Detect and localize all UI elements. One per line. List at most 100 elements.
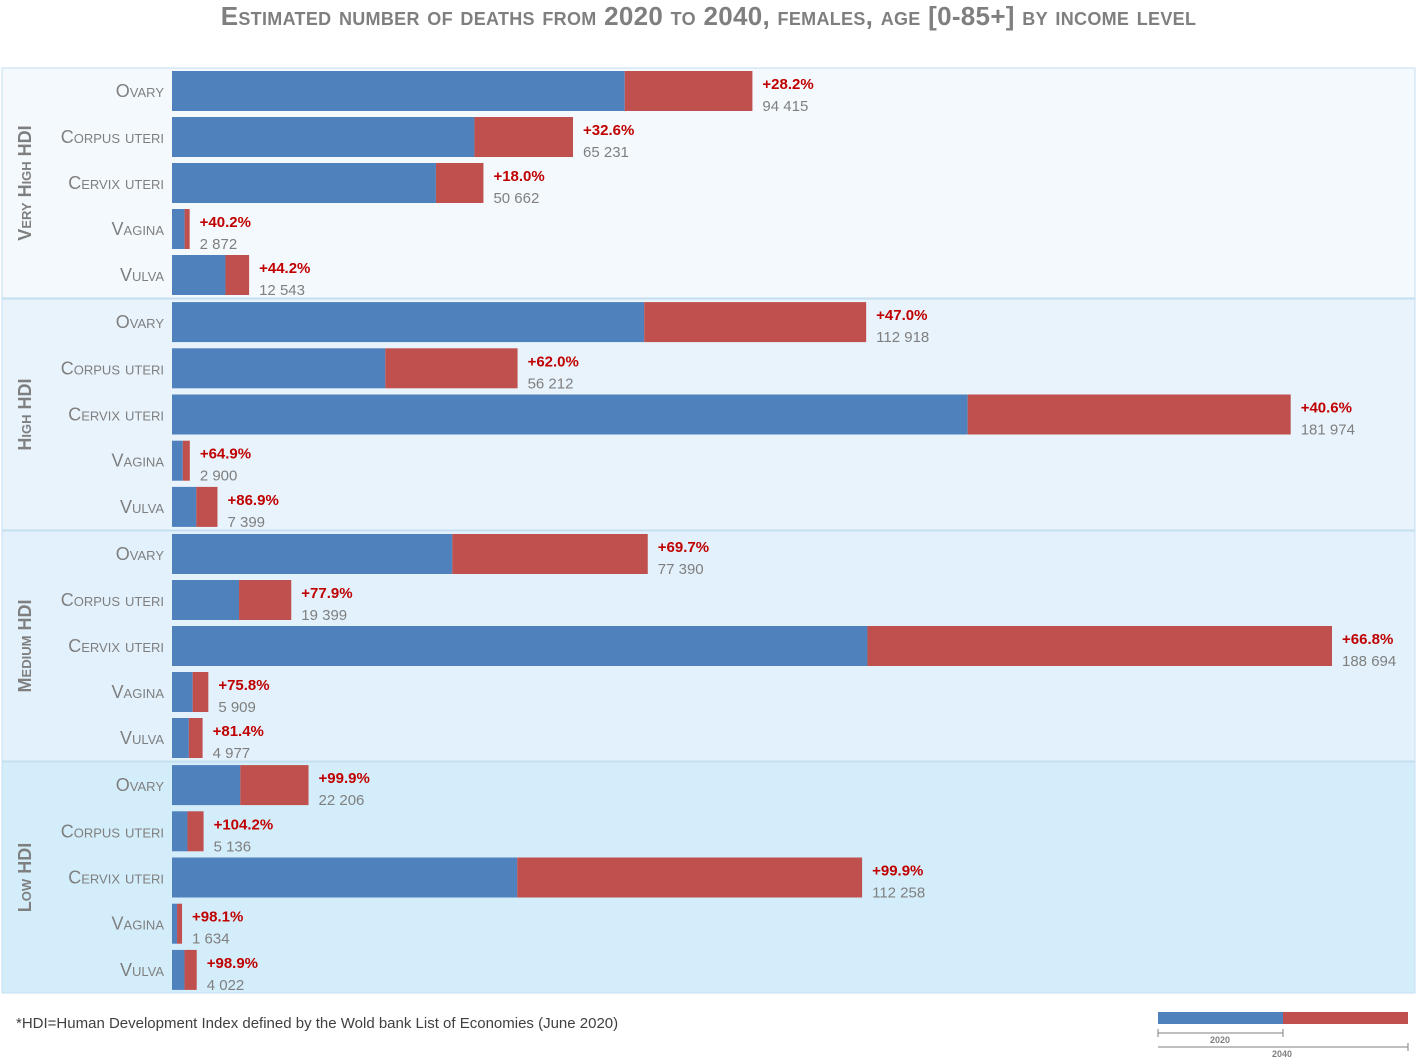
pct-change-label: +99.9%: [319, 770, 370, 787]
value-label: 94 415: [762, 98, 808, 115]
category-label: Ovary: [116, 775, 165, 795]
pct-change-label: +98.9%: [207, 955, 258, 972]
category-label: Corpus uteri: [61, 590, 164, 610]
value-label: 7 399: [227, 514, 265, 531]
value-label: 77 390: [658, 561, 704, 578]
bar-increase: [196, 486, 218, 527]
value-label: 65 231: [583, 144, 629, 161]
category-label: Ovary: [116, 81, 165, 101]
category-label: Vulva: [120, 960, 164, 980]
bar-increase: [435, 163, 484, 203]
pct-change-label: +32.6%: [583, 122, 634, 139]
bar-2020: [172, 302, 645, 343]
bar-increase: [624, 71, 753, 111]
category-label: Corpus uteri: [61, 821, 164, 841]
bar-2020: [172, 440, 183, 481]
bar-increase: [187, 811, 204, 852]
group-label: Medium HDI: [15, 600, 35, 693]
footnote: *HDI=Human Development Index defined by …: [16, 1015, 619, 1032]
bar-increase: [240, 765, 309, 806]
group-label: Low HDI: [15, 843, 35, 912]
pct-change-label: +28.2%: [762, 76, 813, 93]
bar-increase: [182, 440, 190, 481]
bar-2020: [172, 949, 185, 990]
value-label: 188 694: [1342, 653, 1396, 670]
pct-change-label: +104.2%: [214, 816, 274, 833]
bar-2020: [172, 718, 189, 758]
pct-change-label: +77.9%: [301, 585, 352, 602]
bar-2020: [172, 765, 241, 806]
bar-increase: [452, 534, 648, 574]
value-label: 2 872: [200, 236, 238, 253]
bar-2020: [172, 117, 475, 157]
legend-swatch-2020: [1158, 1012, 1283, 1024]
category-label: Cervix uteri: [68, 405, 164, 425]
bar-increase: [385, 348, 518, 389]
category-label: Corpus uteri: [61, 127, 164, 147]
legend-label-2020: 2020: [1210, 1035, 1230, 1045]
pct-change-label: +75.8%: [218, 677, 269, 694]
category-label: Ovary: [116, 312, 165, 332]
bar-increase: [184, 949, 197, 990]
pct-change-label: +66.8%: [1342, 631, 1393, 648]
value-label: 50 662: [493, 190, 539, 207]
pct-change-label: +44.2%: [259, 260, 310, 277]
category-label: Vagina: [112, 219, 165, 239]
legend-swatch-increase: [1283, 1012, 1408, 1024]
chart-title: Estimated number of deaths from 2020 to …: [220, 1, 1197, 31]
bar-increase: [239, 580, 292, 620]
pct-change-label: +86.9%: [227, 492, 278, 509]
bar-2020: [172, 486, 197, 527]
category-label: Vulva: [120, 497, 164, 517]
bars: [172, 71, 1332, 990]
pct-change-label: +47.0%: [876, 307, 927, 324]
labels: Very High HDI Ovary +28.2% 94 415 Corpus ute…: [15, 76, 1396, 994]
bar-increase: [644, 302, 867, 343]
category-label: Cervix uteri: [68, 868, 164, 888]
pct-change-label: +81.4%: [213, 723, 264, 740]
legend-label-2040: 2040: [1272, 1049, 1292, 1058]
group-label: Very High HDI: [15, 125, 35, 240]
value-label: 1 634: [192, 931, 230, 948]
bar-2020: [172, 209, 185, 249]
pct-change-label: +64.9%: [200, 446, 251, 463]
bar-2020: [172, 255, 226, 295]
category-label: Vulva: [120, 728, 164, 748]
pct-change-label: +62.0%: [528, 353, 579, 370]
pct-change-label: +40.2%: [200, 214, 251, 231]
bar-increase: [867, 626, 1332, 666]
value-label: 2 900: [200, 468, 238, 485]
value-label: 5 909: [218, 699, 256, 716]
bar-2020: [172, 857, 518, 898]
pct-change-label: +40.6%: [1301, 400, 1352, 417]
category-label: Vulva: [120, 265, 164, 285]
value-label: 22 206: [319, 792, 365, 809]
category-label: Cervix uteri: [68, 173, 164, 193]
bar-increase: [188, 718, 203, 758]
bar-2020: [172, 626, 868, 666]
pct-change-label: +98.1%: [192, 909, 243, 926]
value-label: 12 543: [259, 282, 305, 299]
bar-increase: [474, 117, 574, 157]
bar-2020: [172, 163, 436, 203]
category-label: Corpus uteri: [61, 358, 164, 378]
pct-change-label: +69.7%: [658, 539, 709, 556]
value-label: 112 258: [872, 885, 925, 902]
bar-2020: [172, 348, 386, 389]
pct-change-label: +18.0%: [493, 168, 544, 185]
value-label: 4 022: [207, 977, 245, 994]
bar-2020: [172, 672, 193, 712]
bar-2020: [172, 534, 453, 574]
category-label: Vagina: [112, 682, 165, 702]
legend: 2020 2040: [1157, 1012, 1409, 1058]
value-label: 19 399: [301, 607, 347, 624]
bar-2020: [172, 580, 240, 620]
value-label: 181 974: [1301, 422, 1355, 439]
bar-2020: [172, 811, 188, 852]
category-label: Ovary: [116, 544, 165, 564]
category-label: Vagina: [112, 914, 165, 934]
category-label: Vagina: [112, 451, 165, 471]
bar-2020: [172, 903, 178, 944]
value-label: 56 212: [528, 375, 574, 392]
